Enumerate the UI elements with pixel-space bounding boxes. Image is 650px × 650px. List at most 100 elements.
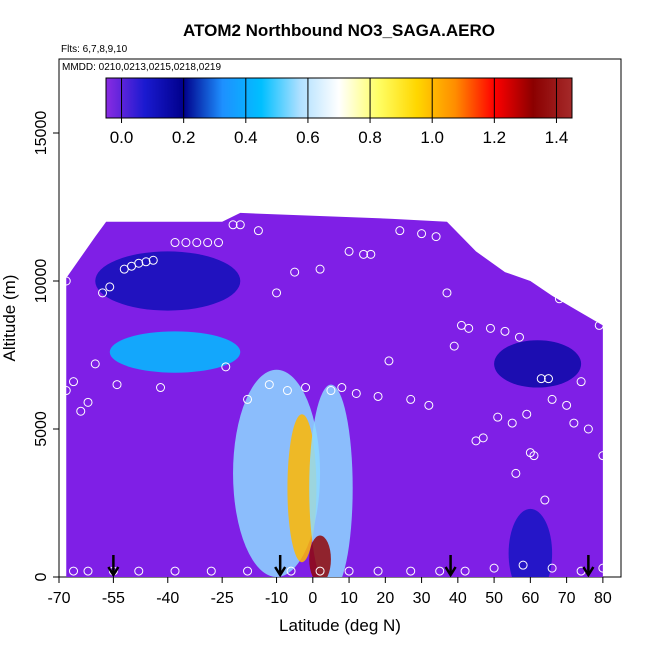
colorbar: 0.0 0.2 0.4 0.6 0.8 1.0 1.2 1.4 (105, 77, 573, 147)
sample-point (181, 238, 191, 248)
x-tick-label: 70 (558, 590, 576, 607)
sample-point (485, 323, 495, 333)
colorbar-tick-label: 0.4 (234, 128, 258, 147)
sample-point (547, 563, 557, 573)
sample-point (562, 400, 572, 410)
sample-point (543, 374, 553, 384)
sample-point (214, 238, 224, 248)
sample-point (315, 264, 325, 274)
sample-point (105, 282, 115, 292)
sample-point (290, 267, 300, 277)
sample-point (69, 377, 79, 387)
y-tick-label: 5000 (33, 411, 50, 447)
sample-point (511, 468, 521, 478)
colorbar-tick-label: 1.4 (545, 128, 569, 147)
heatmap-mid-light-blue-patch (109, 331, 241, 373)
sample-point (326, 386, 336, 396)
colorbar-tick-label: 1.0 (420, 128, 444, 147)
arrow-head (107, 566, 120, 578)
sample-point (500, 326, 510, 336)
sample-point (598, 563, 608, 573)
sample-point (406, 394, 416, 404)
sample-point (583, 424, 593, 434)
arrow-head (274, 566, 287, 578)
sample-point (424, 400, 434, 410)
x-tick-label: -55 (102, 590, 125, 607)
sample-point (464, 323, 474, 333)
sample-point (576, 377, 586, 387)
sample-point (417, 229, 427, 239)
colorbar-gradient (105, 77, 573, 119)
sample-point (61, 276, 71, 286)
sample-point (61, 386, 71, 396)
x-tick-label: 20 (376, 590, 394, 607)
sample-point (286, 566, 296, 576)
x-tick-label: -70 (47, 590, 70, 607)
sample-point (243, 394, 253, 404)
sample-point (253, 226, 263, 236)
x-tick-label: 30 (413, 590, 431, 607)
x-axis: -70 -55 -40 -25 -10 0 10 20 30 40 50 60 70 80 (47, 577, 612, 607)
x-tick-label: 80 (594, 590, 612, 607)
sample-point (507, 418, 517, 428)
sample-point (98, 288, 108, 298)
sample-point (206, 566, 216, 576)
y-tick-label: 10000 (33, 259, 50, 304)
sample-point (221, 362, 231, 372)
sample-point (264, 380, 274, 390)
sample-point (384, 356, 394, 366)
sample-point (90, 359, 100, 369)
sample-point (344, 566, 354, 576)
sample-point (518, 560, 528, 570)
sample-point (83, 397, 93, 407)
arrow-head (444, 566, 457, 578)
sample-point (514, 332, 524, 342)
heatmap-core-plume (287, 414, 317, 563)
sample-point (282, 386, 292, 396)
sample-point (554, 294, 564, 304)
colorbar-tick-label: 0.6 (296, 128, 320, 147)
sample-point (547, 394, 557, 404)
sample-point (522, 409, 532, 419)
sample-point (406, 566, 416, 576)
sample-point (203, 238, 213, 248)
x-tick-label: 50 (485, 590, 503, 607)
arrow-head (582, 566, 595, 578)
sample-point (344, 246, 354, 256)
sample-point (170, 566, 180, 576)
sample-point (141, 257, 151, 267)
sample-point (228, 220, 238, 230)
colorbar-tick-label: 0.0 (110, 128, 134, 147)
flight-arrows (107, 555, 595, 578)
sample-point (134, 258, 144, 268)
sample-point (591, 294, 601, 304)
x-tick-label: 10 (340, 590, 358, 607)
sample-point (395, 226, 405, 236)
sample-point (373, 566, 383, 576)
heatmap-upper-blue-band (95, 251, 241, 311)
sample-point (272, 288, 282, 298)
sample-point (192, 238, 202, 248)
sample-point (449, 341, 459, 351)
sample-point (493, 412, 503, 422)
sample-point (435, 566, 445, 576)
x-tick-label: 60 (521, 590, 539, 607)
sample-point (540, 495, 550, 505)
sample-point (373, 391, 383, 401)
sample-point (83, 566, 93, 576)
sample-point (235, 220, 245, 230)
sample-point (69, 566, 79, 576)
heatmap-surface-hotspot (309, 535, 331, 577)
sample-point (478, 433, 488, 443)
sample-point (148, 255, 158, 265)
sample-point (301, 383, 311, 393)
colorbar-tick-label: 1.2 (483, 128, 507, 147)
sample-point (442, 288, 452, 298)
x-tick-label: -10 (265, 590, 288, 607)
sample-point (134, 566, 144, 576)
x-tick-label: 0 (308, 590, 317, 607)
sample-point (525, 448, 535, 458)
x-axis-label: Latitude (deg N) (279, 616, 401, 635)
sample-point (243, 566, 253, 576)
